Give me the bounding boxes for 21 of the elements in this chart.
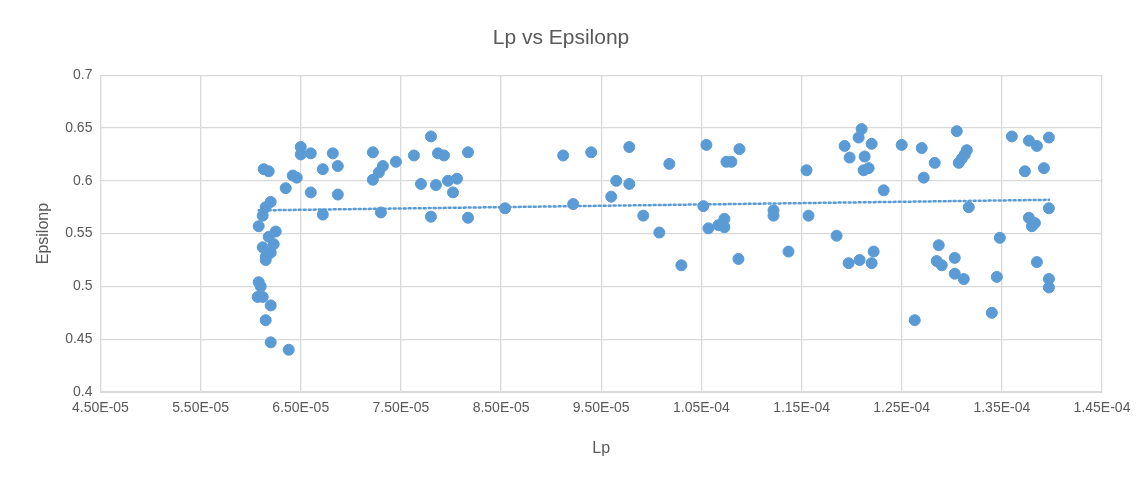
x-axis-title: Lp [592, 438, 611, 456]
x-tick-label: 1.45E-04 [1073, 399, 1131, 416]
y-tick-label: 0.65 [65, 118, 93, 135]
x-tick-label: 1.15E-04 [773, 399, 831, 416]
y-tick-label: 0.4 [72, 382, 93, 399]
x-tick-label: 5.50E-05 [172, 399, 230, 416]
x-tick-label: 1.25E-04 [873, 399, 931, 416]
chart-title: Lp vs Epsilonp [492, 25, 630, 49]
y-axis-title: Epsilonp [34, 202, 52, 265]
x-tick-label: 8.50E-05 [472, 399, 530, 416]
y-tick-label: 0.6 [72, 171, 93, 188]
y-tick-label: 0.55 [65, 224, 93, 241]
x-tick-label: 7.50E-05 [372, 399, 430, 416]
x-tick-label: 4.50E-05 [72, 399, 130, 416]
y-tick-label: 0.5 [72, 277, 93, 294]
x-tick-label: 1.05E-04 [672, 399, 730, 416]
y-tick-label: 0.45 [65, 330, 93, 347]
y-tick-label: 0.7 [72, 66, 93, 83]
x-tick-label: 6.50E-05 [272, 399, 330, 416]
x-tick-label: 9.50E-05 [572, 399, 630, 416]
x-tick-label: 1.35E-04 [973, 399, 1031, 416]
